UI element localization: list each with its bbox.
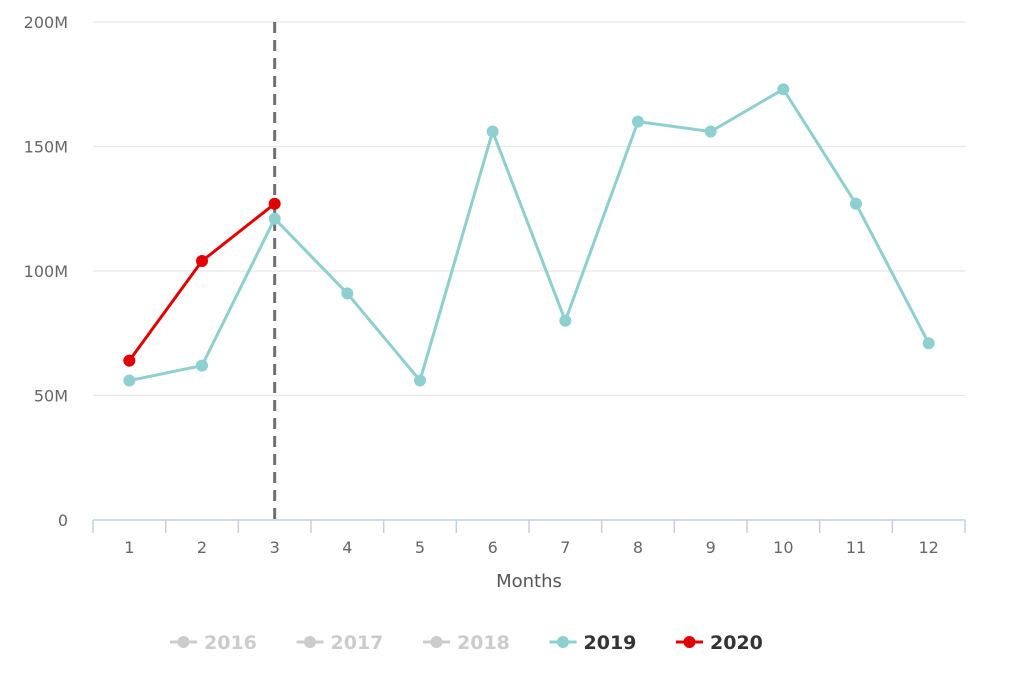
series-2020 — [123, 197, 281, 367]
legend-label: 2020 — [710, 632, 763, 654]
data-point-2020[interactable] — [268, 197, 281, 210]
y-axis-ticks: 0 50M 100M 150M 200M — [24, 13, 68, 530]
x-tick-label: 5 — [415, 538, 425, 557]
legend-label: 2016 — [204, 632, 257, 654]
legend-item-2016[interactable]: 2016 — [170, 632, 257, 654]
legend-item-2019[interactable]: 2019 — [549, 632, 637, 654]
data-point-2019[interactable] — [850, 197, 862, 210]
x-tick-label: 12 — [918, 538, 938, 557]
data-point-2020[interactable] — [196, 255, 208, 268]
legend-label: 2019 — [584, 632, 637, 654]
legend-point-marker — [304, 636, 316, 648]
legend-point-marker — [683, 636, 696, 648]
data-point-2019[interactable] — [268, 212, 281, 225]
series-2019 — [123, 83, 935, 387]
data-point-2019[interactable] — [341, 287, 354, 300]
x-tick-label: 7 — [560, 538, 570, 557]
legend-point-marker — [557, 636, 569, 648]
legend-item-2017[interactable]: 2017 — [296, 632, 384, 654]
x-tick-label: 6 — [488, 538, 498, 557]
legend-point-marker — [177, 636, 190, 648]
series-line-2019 — [129, 87, 930, 383]
legend-label: 2018 — [457, 632, 510, 654]
data-point-2019[interactable] — [196, 359, 208, 372]
x-tick-label: 11 — [846, 538, 866, 557]
data-point-2019[interactable] — [486, 125, 499, 138]
x-tick-label: 9 — [706, 538, 716, 557]
y-tick-label: 0 — [58, 511, 68, 530]
x-axis: 1 2 3 4 5 6 7 8 9 10 11 12 — [92, 519, 966, 557]
legend: 2016 2017 2018 2019 2020 — [170, 632, 763, 654]
x-tick-label: 1 — [124, 538, 134, 557]
y-tick-label: 150M — [24, 138, 68, 157]
legend-point-marker — [430, 636, 443, 648]
data-point-2019[interactable] — [922, 337, 935, 350]
legend-item-2020[interactable]: 2020 — [676, 632, 763, 654]
data-point-2019[interactable] — [123, 374, 136, 387]
series-line-2020 — [128, 202, 276, 362]
y-tick-label: 100M — [24, 262, 68, 281]
y-tick-label: 50M — [34, 387, 68, 406]
legend-item-2018[interactable]: 2018 — [423, 632, 510, 654]
data-point-2019[interactable] — [777, 83, 790, 96]
data-point-2019[interactable] — [559, 314, 572, 327]
x-tick-label: 4 — [342, 538, 352, 557]
data-point-2020[interactable] — [123, 354, 136, 367]
data-point-2019[interactable] — [414, 374, 426, 387]
x-tick-label: 3 — [270, 538, 280, 557]
grid-lines — [93, 21, 965, 397]
x-axis-title: Months — [496, 571, 562, 592]
series-group — [123, 83, 935, 387]
x-tick-label: 8 — [633, 538, 643, 557]
data-point-2019[interactable] — [704, 125, 717, 138]
data-point-2019[interactable] — [632, 115, 644, 128]
x-tick-label: 2 — [197, 538, 207, 557]
y-tick-label: 200M — [24, 13, 68, 32]
legend-label: 2017 — [331, 632, 384, 654]
x-tick-label: 10 — [773, 538, 793, 557]
